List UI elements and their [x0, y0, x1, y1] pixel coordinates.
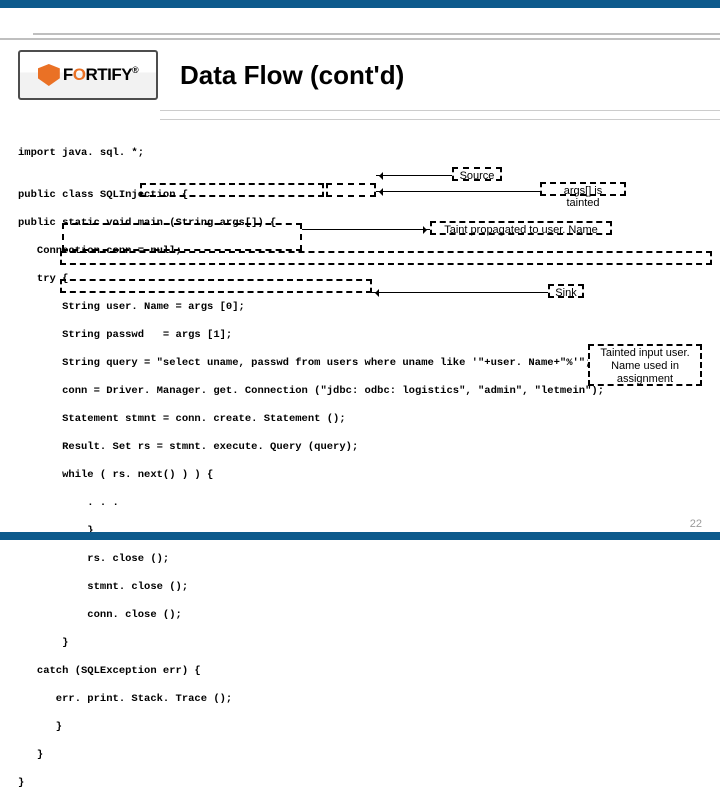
page-number: 22: [690, 518, 702, 530]
arrow-icon: [376, 175, 452, 176]
code-line: stmnt. close ();: [18, 580, 706, 594]
code-line: }: [18, 636, 706, 650]
code-line: catch (SQLException err) {: [18, 664, 706, 678]
top-accent-bar: [0, 0, 720, 8]
arrow-icon: [372, 292, 548, 293]
subbar: [160, 110, 720, 120]
header-row: FORTIFY® Data Flow (cont'd): [0, 40, 720, 110]
arrow-icon: [376, 191, 540, 192]
code-line: Statement stmnt = conn. create. Statemen…: [18, 412, 706, 426]
code-line: try {: [18, 272, 706, 286]
arrow-icon: [302, 229, 430, 230]
code-line: conn = Driver. Manager. get. Connection …: [18, 384, 706, 398]
code-line: }: [18, 720, 706, 734]
fortify-logo: FORTIFY®: [18, 50, 158, 100]
label-taint-propagated: Taint propagated to user. Name: [430, 221, 612, 235]
label-source: Source: [452, 167, 502, 181]
slide-title: Data Flow (cont'd): [180, 60, 404, 91]
code-block: import java. sql. *; public class SQLInj…: [0, 120, 720, 804]
code-line: String passwd = args [1];: [18, 328, 706, 342]
code-line: while ( rs. next() ) ) {: [18, 468, 706, 482]
code-line: import java. sql. *;: [18, 146, 706, 160]
code-line: Result. Set rs = stmnt. execute. Query (…: [18, 440, 706, 454]
shield-icon: [38, 64, 60, 86]
code-line: String user. Name = args [0];: [18, 300, 706, 314]
code-line: }: [18, 776, 706, 790]
code-line: . . .: [18, 496, 706, 510]
code-line: Connection conn = null;: [18, 244, 706, 258]
label-tainted-input: Tainted input user. Name used in assignm…: [588, 344, 702, 386]
code-line: rs. close ();: [18, 552, 706, 566]
bottom-accent-bar: [0, 532, 720, 540]
code-line: err. print. Stack. Trace ();: [18, 692, 706, 706]
label-sink: Sink: [548, 284, 584, 298]
code-line: conn. close ();: [18, 608, 706, 622]
label-args-tainted: args[] is tainted: [540, 182, 626, 196]
code-line: }: [18, 748, 706, 762]
logo-text: FORTIFY®: [63, 65, 138, 85]
header-lines: [0, 8, 720, 40]
